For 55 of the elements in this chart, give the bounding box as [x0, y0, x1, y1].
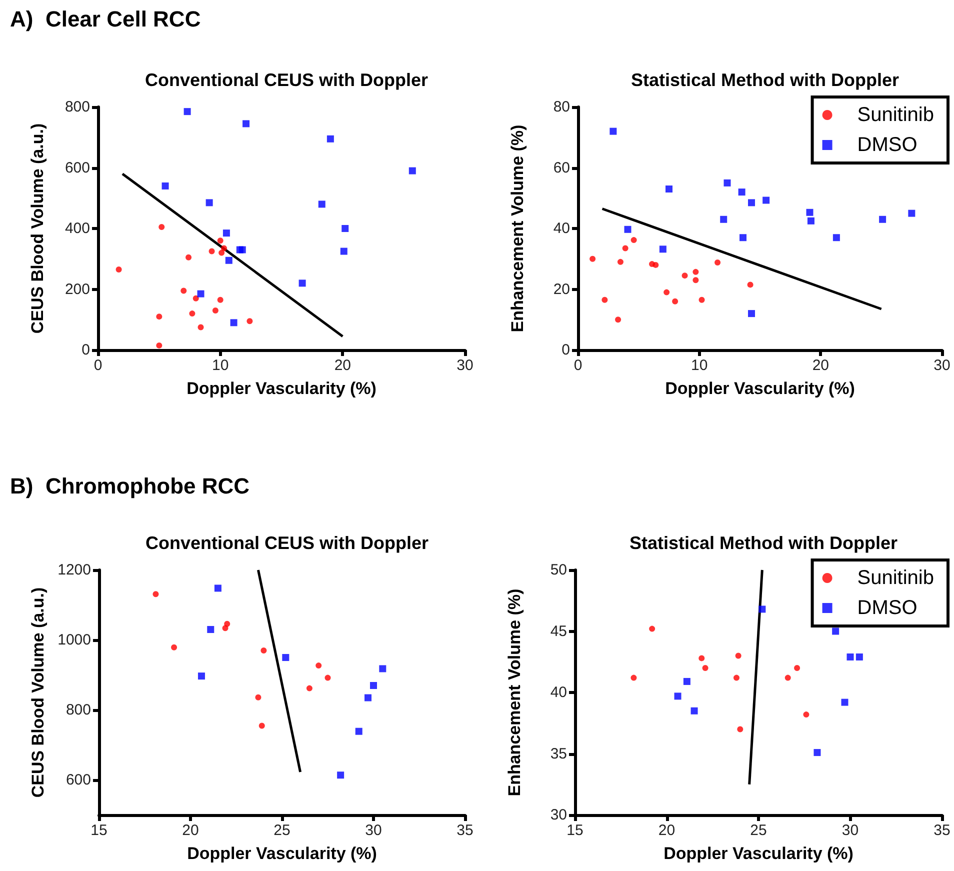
- x-tick-label: 30: [934, 357, 950, 374]
- x-tick-label: 20: [334, 357, 352, 374]
- x-tick-label: 15: [566, 822, 584, 839]
- y-tick-label: 60: [553, 159, 570, 176]
- x-tick-label: 25: [750, 822, 767, 839]
- y-tick-label: 40: [550, 684, 567, 701]
- y-tick-label: 0: [562, 342, 570, 358]
- x-tick-label: 20: [658, 822, 676, 839]
- x-tick-label: 35: [456, 822, 474, 839]
- text: A) Clear Cell RCC: [10, 6, 201, 32]
- x-tick-label: 35: [934, 822, 950, 839]
- x-axis-title: Doppler Vascularity (%): [664, 844, 854, 863]
- y-axis-title: Enhancement Volume (%): [508, 124, 527, 332]
- x-tick-label: 0: [574, 357, 582, 374]
- y-tick-label: 800: [64, 98, 90, 116]
- y-tick-label: 1200: [58, 562, 91, 578]
- x-axis-title: Doppler Vascularity (%): [665, 379, 855, 398]
- chart-title: Conventional CEUS with Doppler: [144, 70, 428, 90]
- chart-title: Statistical Method with Doppler: [630, 70, 900, 90]
- x-axis-title: Doppler Vascularity (%): [186, 379, 376, 398]
- x-tick-label: 0: [94, 357, 102, 374]
- y-tick-label: 50: [550, 562, 567, 578]
- y-tick-label: 35: [550, 745, 567, 762]
- x-tick-label: 25: [274, 822, 290, 839]
- legend-label: Sunitinib: [857, 104, 934, 126]
- x-tick-label: 20: [812, 357, 830, 374]
- y-tick-label: 80: [553, 98, 570, 116]
- y-axis-title: Enhancement Volume (%): [505, 588, 524, 796]
- y-tick-label: 600: [64, 159, 90, 176]
- y-tick-label: 600: [66, 772, 91, 788]
- x-tick-label: 30: [365, 822, 382, 839]
- legend-label: Sunitinib: [857, 567, 934, 589]
- legend-label: DMSO: [857, 597, 918, 619]
- y-tick-label: 20: [553, 280, 570, 298]
- x-tick-label: 10: [212, 357, 229, 374]
- x-tick-label: 15: [90, 822, 108, 839]
- y-tick-label: 200: [64, 280, 90, 298]
- x-tick-label: 30: [842, 822, 859, 839]
- x-axis-title: Doppler Vascularity (%): [187, 844, 377, 863]
- chart-title: Conventional CEUS with Doppler: [145, 533, 429, 553]
- x-tick-label: 10: [690, 357, 708, 374]
- y-axis-title: CEUS Blood Volume (a.u.): [28, 123, 47, 334]
- legend-label: DMSO: [857, 134, 918, 156]
- y-tick-label: 40: [553, 220, 570, 237]
- chart-title: Statistical Method with Doppler: [629, 533, 898, 553]
- y-tick-label: 400: [64, 220, 90, 237]
- y-tick-label: 30: [550, 806, 567, 824]
- y-tick-label: 0: [82, 342, 90, 358]
- x-tick-label: 30: [456, 357, 474, 374]
- x-tick-label: 20: [182, 822, 199, 839]
- y-tick-label: 1000: [58, 632, 91, 648]
- y-axis-title: CEUS Blood Volume (a.u.): [28, 587, 48, 798]
- y-tick-label: 45: [550, 622, 567, 640]
- text: B) Chromophobe RCC: [10, 474, 250, 498]
- y-tick-label: 800: [66, 702, 91, 718]
